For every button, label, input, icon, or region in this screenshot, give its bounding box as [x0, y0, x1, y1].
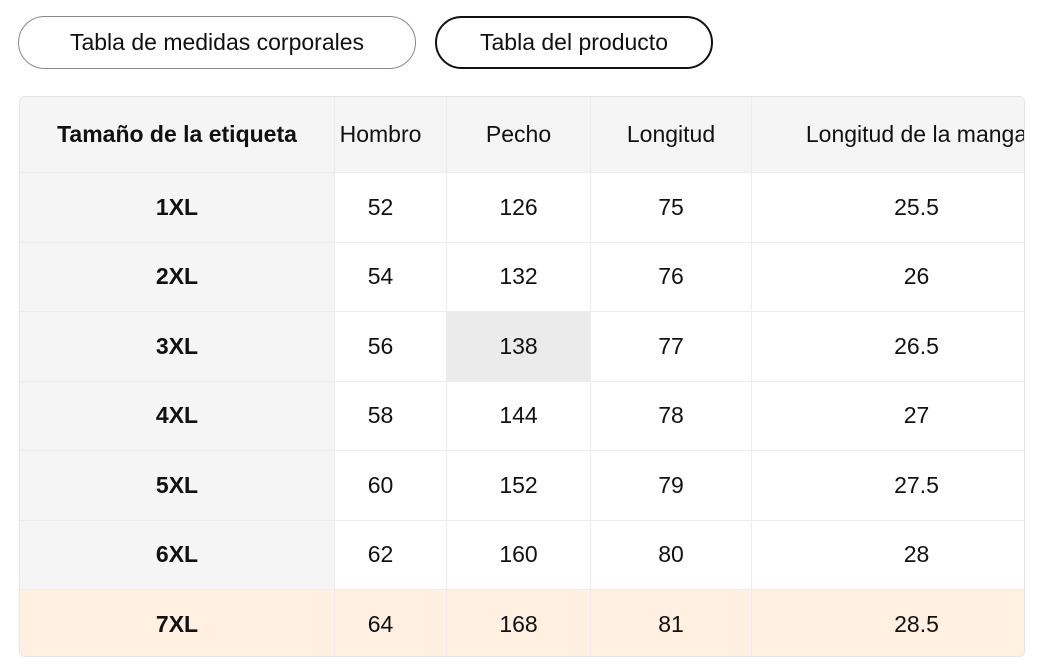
table-cell: 64: [315, 590, 447, 656]
table-cell: 56: [315, 312, 447, 382]
table-cell: 26.5: [752, 312, 1024, 382]
table-cell: 132: [447, 242, 591, 312]
tab-body-measurements[interactable]: Tabla de medidas corporales: [18, 16, 416, 69]
header-cell: Tamaño de la etiqueta: [20, 97, 335, 173]
size-label: 3XL: [20, 312, 335, 382]
table-cell: 26: [752, 243, 1024, 312]
table-cell: 52: [315, 173, 447, 243]
table-cell: 152: [447, 451, 591, 521]
table-cell: 28: [752, 521, 1024, 590]
table-cell: 77: [591, 312, 752, 382]
table-cell: 75: [591, 173, 752, 243]
table-cell: 78: [591, 381, 752, 451]
table-cell: 60: [315, 451, 447, 521]
header-cell: Hombro: [315, 97, 447, 173]
table-cell: 79: [591, 451, 752, 521]
size-table: Tamaño de la etiqueta Hombro Pecho Longitud…: [19, 96, 1025, 657]
header-cell: Longitud de la manga: [752, 97, 1024, 173]
table-cell: 76: [591, 242, 752, 312]
size-label: 1XL: [20, 173, 335, 243]
size-label: 7XL: [20, 590, 335, 656]
table-cell: 28.5: [752, 590, 1024, 656]
size-label: 2XL: [20, 242, 335, 312]
table-cell: 27: [752, 382, 1024, 451]
tab-product-table[interactable]: Tabla del producto: [435, 16, 713, 69]
table-cell: 80: [591, 520, 752, 590]
table-cell: 81: [591, 590, 752, 656]
table-cell: 58: [315, 381, 447, 451]
table-cell: 126: [447, 173, 591, 243]
size-label: 6XL: [20, 520, 335, 590]
size-label: 5XL: [20, 451, 335, 521]
table-cell: 25.5: [752, 173, 1024, 243]
table-cell: 144: [447, 381, 591, 451]
size-label: 4XL: [20, 381, 335, 451]
header-cell: Pecho: [447, 97, 591, 173]
table-cell: 27.5: [752, 451, 1024, 521]
table-cell: 160: [447, 520, 591, 590]
table-cell: 62: [315, 520, 447, 590]
table-cell: 168: [447, 590, 591, 656]
table-cell: 138: [447, 312, 591, 382]
table-cell: 54: [315, 242, 447, 312]
header-cell: Longitud: [591, 97, 752, 173]
